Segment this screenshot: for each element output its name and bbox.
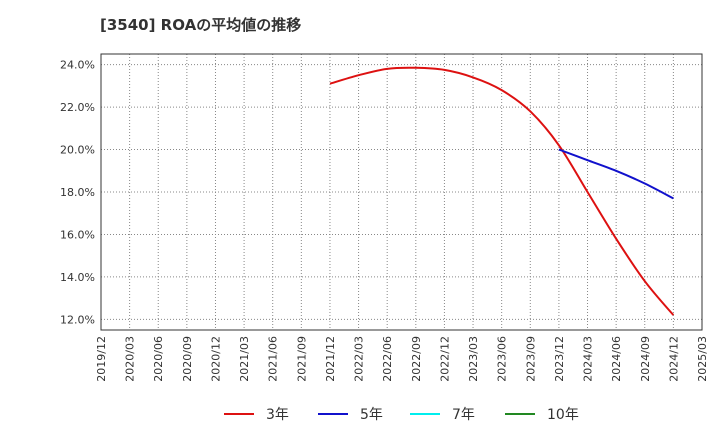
legend-label: 5年 xyxy=(360,407,383,423)
x-tick-label: 2020/06 xyxy=(152,336,165,382)
grid xyxy=(101,54,702,330)
x-tick-label: 2022/12 xyxy=(438,336,451,382)
y-tick-label: 22.0% xyxy=(60,101,95,114)
x-tick-label: 2020/09 xyxy=(181,336,194,382)
x-tick-label: 2022/03 xyxy=(353,336,366,382)
chart-title: [3540] ROAの平均値の推移 xyxy=(100,16,301,34)
series-line-3年 xyxy=(329,66,675,316)
x-tick-label: 2024/09 xyxy=(639,336,652,382)
x-tick-label: 2019/12 xyxy=(95,336,108,382)
x-tick-label: 2024/12 xyxy=(667,336,680,382)
x-tick-label: 2025/03 xyxy=(696,336,709,382)
x-tick-label: 2024/06 xyxy=(610,336,623,382)
legend: 3年 5年 7年 10年 xyxy=(224,407,579,423)
y-tick-label: 18.0% xyxy=(60,186,95,199)
x-tick-label: 2023/09 xyxy=(524,336,537,382)
y-axis: 12.0% 14.0% 16.0% 18.0% 20.0% 22.0% 24.0% xyxy=(60,59,95,327)
y-tick-label: 14.0% xyxy=(60,271,95,284)
x-tick-label: 2021/06 xyxy=(267,336,280,382)
x-tick-label: 2020/12 xyxy=(209,336,222,382)
series-line-5年 xyxy=(558,148,674,200)
y-tick-label: 16.0% xyxy=(60,228,95,241)
x-tick-label: 2022/06 xyxy=(381,336,394,382)
x-tick-label: 2021/12 xyxy=(324,336,337,382)
legend-label: 10年 xyxy=(547,407,579,423)
x-axis: 2019/12 2020/03 2020/06 2020/09 2020/12 2021/… xyxy=(95,336,709,382)
x-tick-label: 2023/03 xyxy=(467,336,480,382)
legend-label: 3年 xyxy=(266,407,289,423)
y-tick-label: 20.0% xyxy=(60,144,95,157)
x-tick-label: 2021/03 xyxy=(238,336,251,382)
y-tick-label: 12.0% xyxy=(60,313,95,326)
x-tick-label: 2024/03 xyxy=(582,336,595,382)
x-tick-label: 2023/06 xyxy=(496,336,509,382)
x-tick-label: 2023/12 xyxy=(553,336,566,382)
x-tick-label: 2021/09 xyxy=(295,336,308,382)
x-tick-label: 2022/09 xyxy=(410,336,423,382)
plot-area-frame xyxy=(100,53,703,331)
y-tick-label: 24.0% xyxy=(60,59,95,72)
x-tick-label: 2020/03 xyxy=(124,336,137,382)
legend-label: 7年 xyxy=(452,407,475,423)
series-lines xyxy=(329,66,675,316)
